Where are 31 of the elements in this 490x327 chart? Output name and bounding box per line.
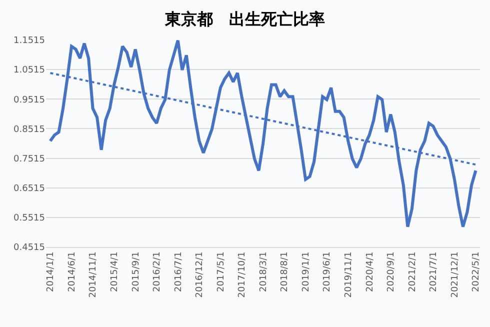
x-tick-label: 2019/6/1 — [322, 252, 333, 292]
x-tick-label: 2021/2/1 — [408, 252, 418, 292]
y-tick-label: 0.5515 — [14, 214, 45, 224]
x-tick-label: 2014/6/1 — [67, 252, 78, 292]
x-tick-label: 2017/10/1 — [238, 252, 248, 298]
x-tick-label: 2015/9/1 — [131, 252, 142, 292]
x-tick-label: 2016/7/1 — [174, 252, 184, 292]
y-tick-label: 0.4515 — [14, 243, 45, 254]
chart-title: 東京都 出生死亡比率 — [164, 9, 325, 28]
y-tick-label: 1.0515 — [14, 66, 45, 76]
y-tick-label: 0.6515 — [14, 184, 45, 194]
x-tick-label: 2016/12/1 — [195, 252, 206, 298]
x-tick-label: 2014/1/1 — [46, 252, 56, 292]
x-tick-label: 2020/4/1 — [365, 252, 376, 292]
y-tick-label: 0.8515 — [14, 124, 45, 135]
y-tick-label: 0.7515 — [14, 154, 45, 164]
x-tick-label: 2019/11/1 — [344, 252, 354, 298]
x-tick-label: 2014/11/1 — [88, 252, 99, 298]
x-tick-label: 2020/9/1 — [386, 252, 397, 292]
y-tick-label: 0.9515 — [14, 95, 45, 106]
x-tick-label: 2019/1/1 — [301, 252, 312, 292]
x-tick-label: 2021/12/1 — [450, 252, 460, 298]
x-tick-label: 2017/5/1 — [216, 252, 226, 292]
x-tick-label: 2021/7/1 — [429, 252, 440, 292]
x-tick-label: 2015/4/1 — [110, 252, 120, 292]
x-tick-label: 2016/2/1 — [152, 252, 163, 292]
x-tick-label: 2018/3/1 — [258, 252, 269, 292]
y-tick-label: 1.1515 — [14, 36, 45, 46]
x-tick-label: 2022/5/1 — [472, 252, 482, 292]
x-tick-label: 2018/8/1 — [280, 252, 290, 292]
line-series — [48, 40, 478, 228]
